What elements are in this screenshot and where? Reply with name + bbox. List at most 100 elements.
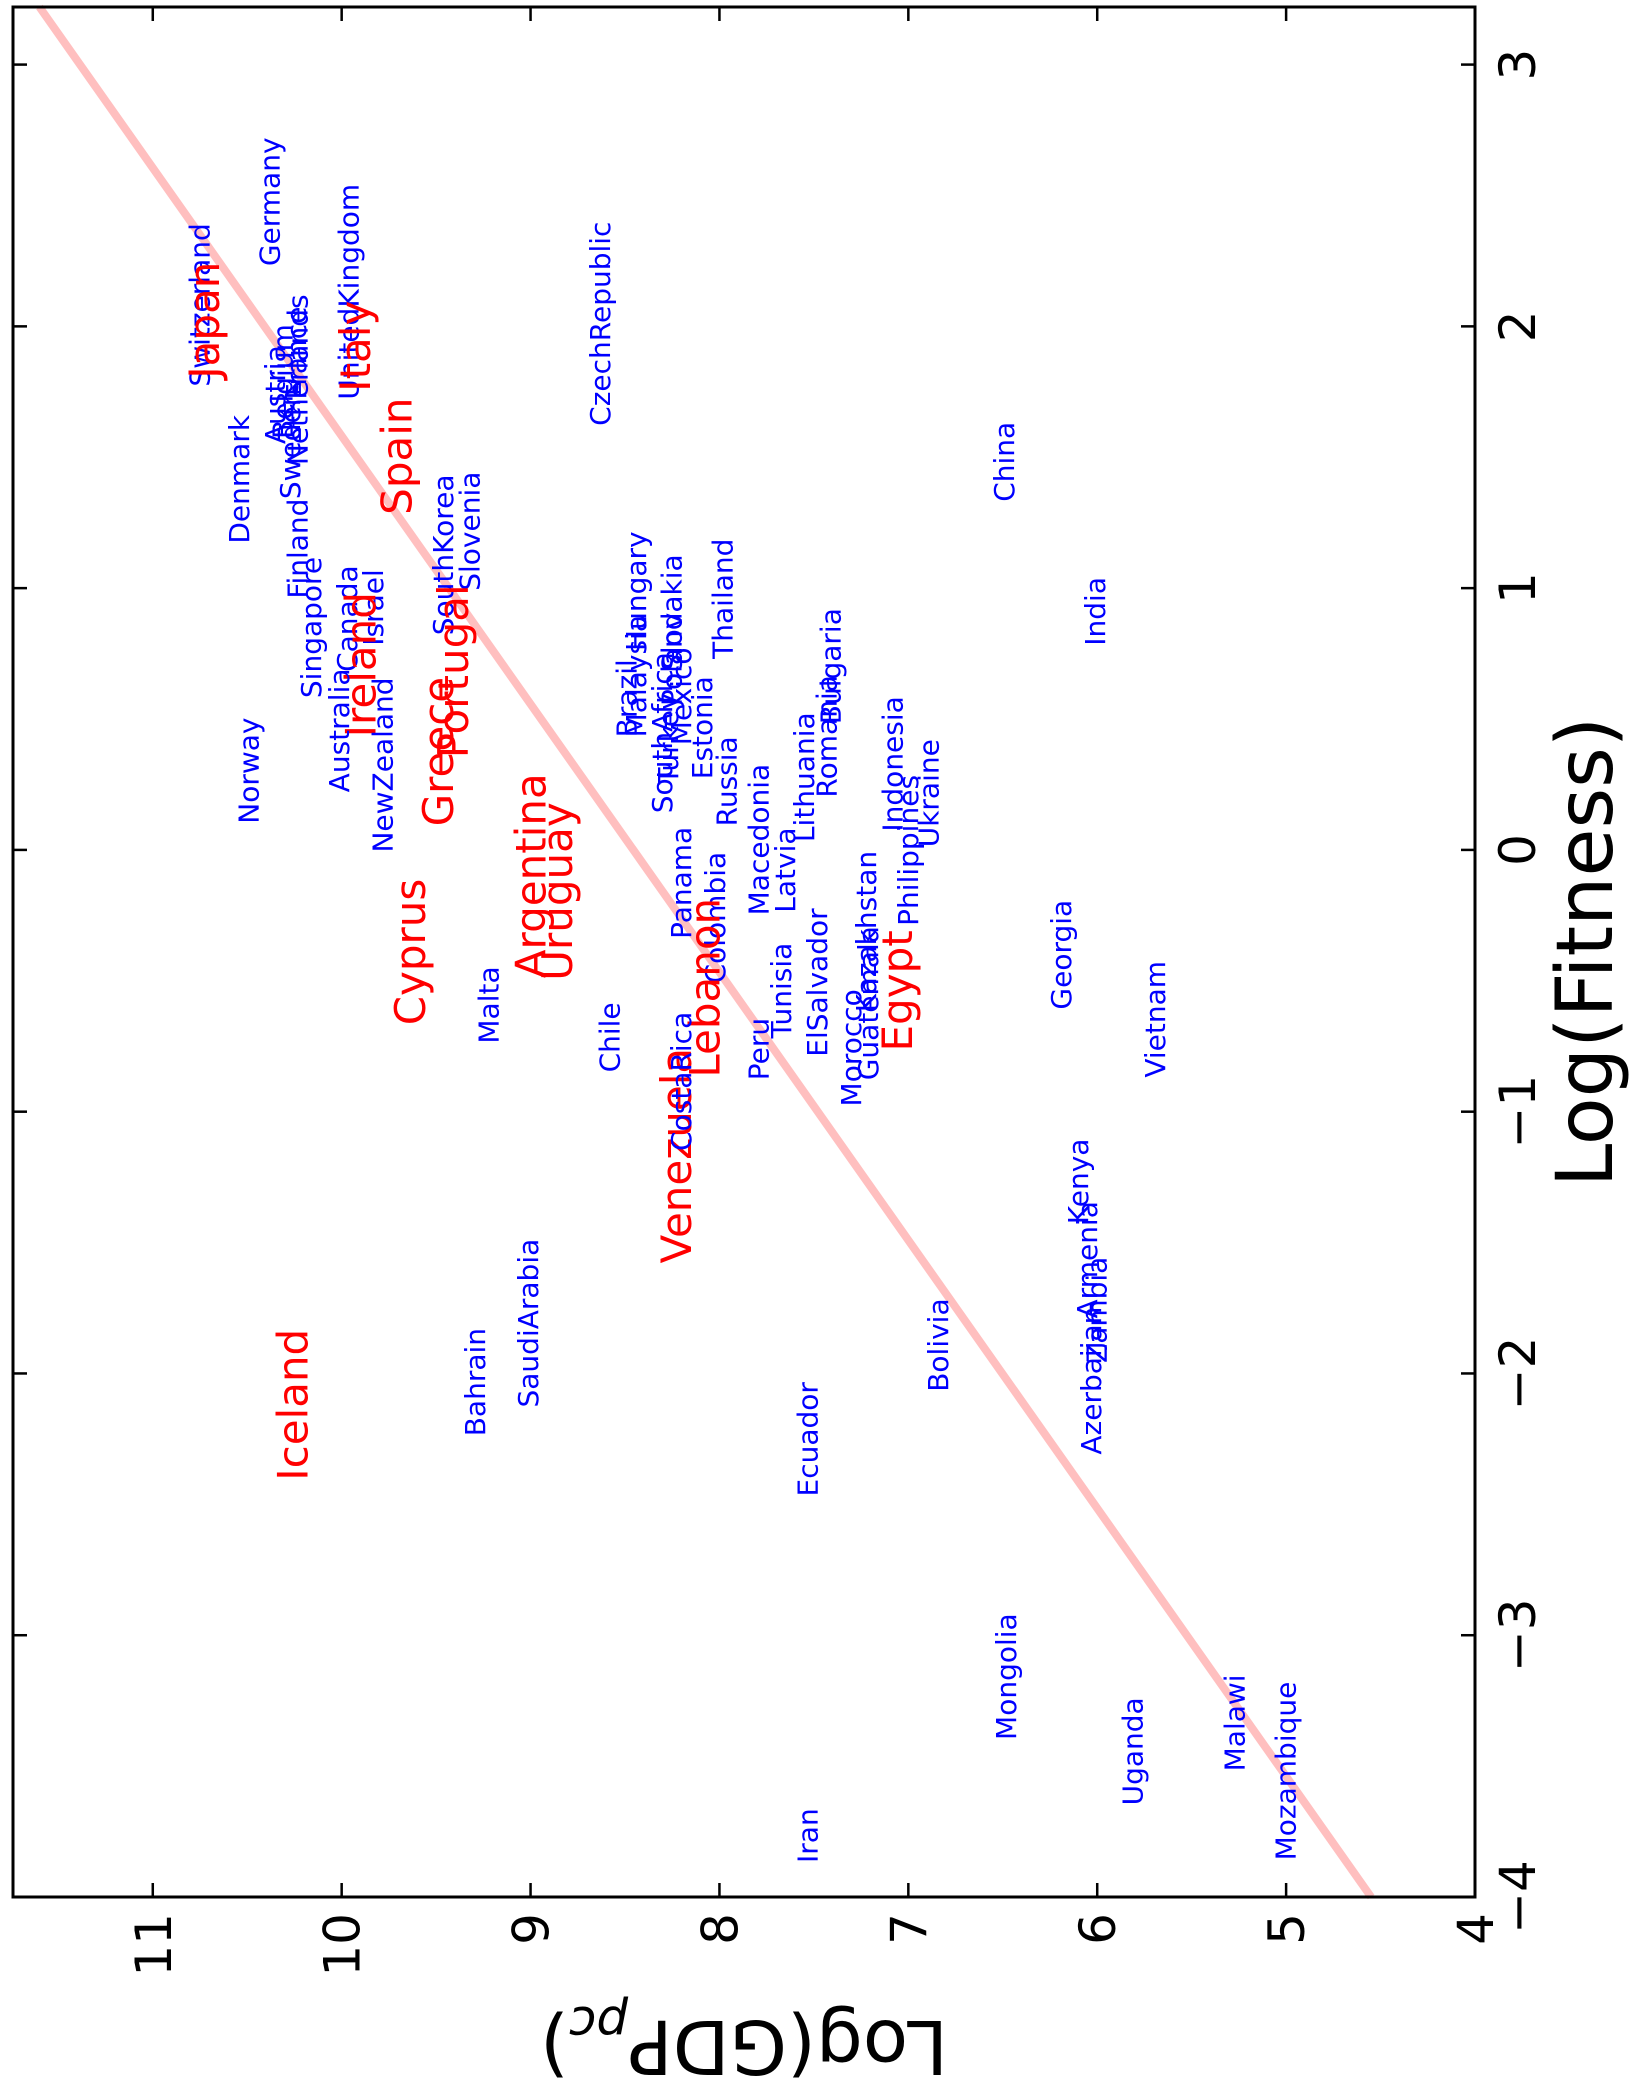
x-tick-label: 1	[1489, 572, 1547, 604]
country-label: Guatemala	[852, 926, 885, 1080]
country-label: Macedonia	[743, 764, 776, 916]
fit-line	[36, 4, 1375, 1900]
country-label: Sweden	[274, 388, 307, 499]
country-label: Italy	[331, 301, 380, 392]
country-label: Uganda	[1117, 1697, 1150, 1805]
country-label: Ireland	[337, 592, 386, 737]
country-label: Bolivia	[922, 1298, 955, 1391]
country-label: Portugal	[429, 584, 478, 758]
country-label: Turkey	[652, 693, 685, 785]
country-label: Netherlands	[282, 294, 315, 465]
country-label: Panama	[665, 827, 698, 939]
country-label: Germany	[253, 137, 286, 266]
country-label: Switzerland	[183, 223, 216, 386]
country-label: Colombia	[699, 852, 732, 984]
country-label: Philippines	[892, 775, 925, 926]
y-axis-label: Log(GDPpc)	[540, 1995, 948, 2089]
country-label: NewZealand	[367, 677, 400, 852]
y-axis-label-end: )	[540, 2003, 569, 2089]
x-tick-label: 2	[1489, 310, 1547, 342]
country-label: Peru	[743, 1018, 776, 1080]
country-label: Latvia	[769, 827, 802, 912]
y-tick-label: 6	[1069, 1913, 1127, 1945]
country-label: Russia	[710, 736, 743, 826]
x-tick-label: −3	[1489, 1598, 1547, 1672]
country-label: China	[988, 422, 1021, 502]
y-tick-label: 4	[1447, 1913, 1505, 1945]
country-label: Norway	[233, 718, 266, 824]
country-label: ElSalvador	[801, 908, 834, 1057]
country-label: CostaRica	[665, 1012, 698, 1151]
country-label: Azerbaijan	[1075, 1307, 1108, 1455]
x-tick-label: −4	[1489, 1860, 1547, 1934]
country-label: Brazil	[610, 659, 643, 737]
country-label: Finland	[282, 499, 315, 599]
country-label: Venezuela	[652, 1048, 701, 1264]
country-label: France	[280, 307, 313, 400]
country-label: UnitedKingdom	[333, 184, 366, 400]
country-label: Singapore	[295, 557, 328, 698]
country-label: CzechRepublic	[584, 222, 617, 426]
country-label: Lithuania	[788, 712, 821, 842]
country-label: SouthKorea	[427, 474, 460, 635]
country-label: Ukraine	[913, 739, 946, 847]
x-tick-label: 0	[1489, 834, 1547, 866]
country-label: Poland	[656, 612, 689, 705]
country-label: Mexico	[665, 647, 698, 745]
y-tick-label: 7	[880, 1913, 938, 1945]
country-label: Argentina	[507, 773, 556, 978]
x-tick-label: 3	[1489, 49, 1547, 81]
country-label: Vietnam	[1139, 961, 1172, 1078]
country-label: Malaysia	[620, 615, 653, 737]
country-label: Thailand	[707, 539, 740, 660]
country-label: Spain	[373, 397, 422, 514]
y-tick-label: 9	[503, 1913, 561, 1945]
country-label: Bahrain	[459, 1328, 492, 1436]
y-tick-label: 8	[691, 1913, 749, 1945]
country-label: Iran	[792, 1808, 825, 1863]
country-label: Bulgaria	[814, 608, 847, 724]
country-label: Iceland	[269, 1329, 318, 1481]
country-label: Georgia	[1045, 900, 1078, 1010]
country-label: Slovenia	[454, 472, 487, 591]
country-label: Indonesia	[877, 696, 910, 831]
country-label: Kenya	[1062, 1139, 1095, 1225]
country-label: Japan	[180, 262, 229, 382]
y-tick-label: 11	[125, 1913, 183, 1977]
country-label: Israel	[357, 569, 390, 646]
country-label: Denmark	[223, 414, 256, 543]
x-tick-label: −2	[1489, 1337, 1547, 1411]
plot-frame	[11, 5, 1477, 1899]
country-label: Austria	[259, 345, 292, 444]
country-label: Malawi	[1219, 1674, 1252, 1771]
country-label: Kazakhstan	[850, 851, 883, 1012]
country-label: Mozambique	[1270, 1682, 1303, 1861]
country-label: Armenia	[1071, 1201, 1104, 1318]
country-label: Lebanon	[680, 898, 729, 1078]
country-label: Egypt	[873, 930, 922, 1051]
rotated-figure: Log(Fitness) Log(GDPpc) SwitzerlandJapan…	[11, 4, 1631, 2089]
country-label: Cyprus	[386, 879, 435, 1026]
country-label: Romania	[811, 675, 844, 797]
country-label: Uruguay	[533, 802, 582, 981]
country-label: Tunisia	[765, 943, 798, 1040]
country-label: India	[1079, 577, 1112, 646]
country-label: Hungary	[620, 531, 653, 651]
country-label: Estonia	[686, 676, 719, 779]
country-label: Malta	[472, 966, 505, 1043]
country-label: Morocco	[835, 989, 868, 1106]
y-tick-label: 10	[314, 1913, 372, 1977]
x-tick-label: −1	[1489, 1075, 1547, 1149]
country-label: Mongolia	[990, 1613, 1023, 1740]
x-axis-label: Log(Fitness)	[1541, 717, 1631, 1187]
country-label: Canada	[331, 565, 364, 672]
y-tick-label: 5	[1258, 1913, 1316, 1945]
country-label: Greece	[414, 677, 463, 827]
country-label: Ecuador	[792, 1382, 825, 1497]
y-axis-label-subscript: pc	[569, 1995, 629, 2053]
country-label: Australia	[323, 668, 356, 792]
y-axis-label-main: Log(GDP	[628, 2003, 948, 2089]
country-label: Chile	[593, 1002, 626, 1072]
